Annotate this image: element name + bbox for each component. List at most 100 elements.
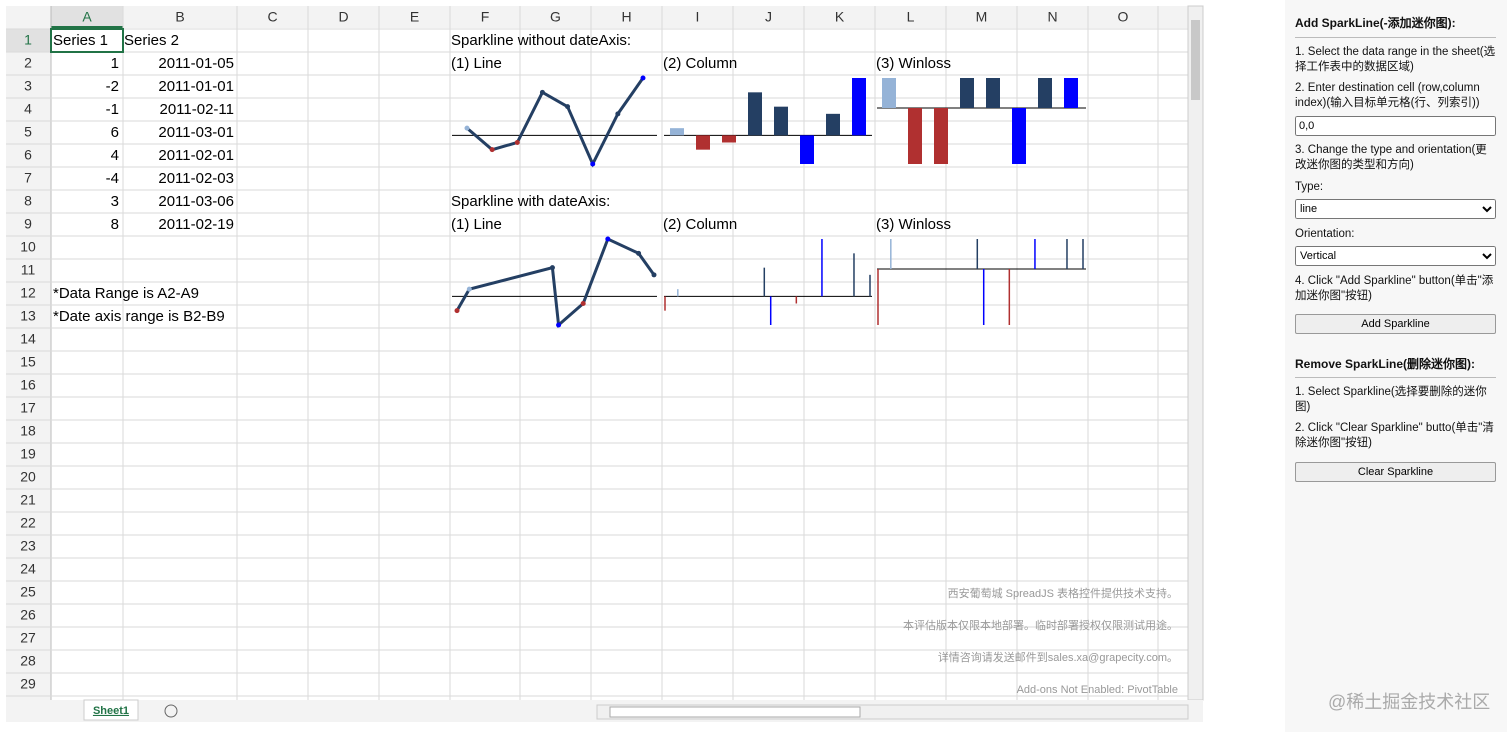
column-header: A	[82, 9, 92, 25]
column-header: F	[481, 9, 490, 25]
cell: 2011-02-19	[158, 216, 234, 233]
note: *Date axis range is B2-B9	[53, 308, 225, 325]
step: 1. Select Sparkline(选择要删除的迷你图)	[1295, 386, 1487, 413]
winloss-bar	[986, 78, 1000, 108]
step: 2. Click "Clear Sparkline" butto(单击"清除迷你…	[1295, 422, 1494, 449]
cell: 2011-01-05	[158, 55, 234, 72]
cell: Series 1	[53, 32, 108, 49]
sparkline-label: (2) Column	[663, 55, 737, 72]
cell: 2011-02-01	[158, 147, 234, 164]
scroll-thumb	[609, 706, 861, 718]
sparkline-column	[670, 128, 684, 136]
cell: -1	[106, 101, 119, 118]
winloss-bar	[1012, 108, 1026, 164]
sparkline-column	[774, 106, 788, 136]
cell: 6	[111, 124, 119, 141]
sparkline-column	[826, 113, 840, 136]
row-header: 17	[20, 400, 36, 416]
row-header-bar	[6, 28, 51, 700]
remove-title: Remove SparkLine(删除迷你图):	[1295, 357, 1476, 371]
sparkline-label: (1) Line	[451, 216, 502, 233]
winloss-bar	[890, 239, 892, 269]
type-select[interactable]: line	[1295, 199, 1496, 219]
row-header: 14	[20, 331, 36, 347]
row-header: 9	[24, 216, 32, 232]
column-header: O	[1118, 9, 1129, 25]
winloss-bar	[1082, 239, 1084, 269]
sparkline-label: (3) Winloss	[876, 55, 951, 72]
winloss-bar	[877, 269, 879, 325]
add-sheet-button[interactable]	[164, 704, 178, 718]
sparkline-label: (1) Line	[451, 55, 502, 72]
winloss-bar	[882, 78, 896, 108]
scroll-thumb	[1191, 20, 1200, 100]
divider	[1295, 377, 1496, 378]
row-header: 1	[24, 32, 32, 48]
row-header: 23	[20, 538, 36, 554]
column-header: J	[765, 9, 772, 25]
sparkline-label: (2) Column	[663, 216, 737, 233]
step: 2. Enter destination cell (row,column in…	[1295, 82, 1480, 109]
row-header: 3	[24, 78, 32, 94]
step: 1. Select the data range in the sheet(选择…	[1295, 46, 1496, 73]
row-header: 16	[20, 377, 36, 393]
column-header: K	[835, 9, 845, 25]
cell: -2	[106, 78, 119, 95]
cell-input[interactable]	[1295, 116, 1496, 136]
column-header: I	[696, 9, 700, 25]
row-header: 24	[20, 561, 36, 577]
winloss-bar	[908, 108, 922, 164]
sparkline-column	[821, 239, 823, 297]
column-header: L	[907, 9, 915, 25]
cell: Series 2	[124, 32, 179, 49]
sparkline-column	[795, 296, 798, 304]
sparkline-marker	[539, 89, 545, 95]
clear-button[interactable]: Clear Sparkline	[1295, 462, 1496, 482]
selected-cell	[50, 28, 124, 53]
cell: 4	[111, 147, 119, 164]
sparkline-column	[664, 296, 666, 311]
sparkline-column	[852, 78, 866, 136]
sparkline-column	[800, 135, 814, 164]
winloss-bar	[982, 269, 985, 325]
sparkline-marker	[514, 140, 520, 145]
sparkline-marker	[590, 161, 596, 167]
site-watermark: @稀土掘金技术社区	[1328, 692, 1491, 712]
cell: 3	[111, 193, 119, 210]
winloss-bar	[1064, 78, 1078, 108]
watermark: Add-ons Not Enabled: PivotTable	[1017, 684, 1178, 696]
group-title: Sparkline without dateAxis:	[451, 32, 631, 49]
row-header: 13	[20, 308, 36, 324]
sparkline-marker	[615, 111, 621, 117]
divider	[1295, 37, 1496, 38]
row-header: 22	[20, 515, 36, 531]
winloss-bar	[1038, 78, 1052, 108]
winloss-bar	[934, 108, 948, 164]
column-header: B	[175, 9, 184, 25]
cell: 2011-01-01	[158, 78, 234, 95]
row-header: 25	[20, 584, 36, 600]
sparkline-marker	[565, 104, 571, 110]
sparkline-marker	[580, 301, 586, 306]
row-header: 7	[24, 170, 32, 186]
sparkline-label: (3) Winloss	[876, 216, 951, 233]
orientation-select[interactable]: Vertical	[1295, 246, 1496, 266]
sparkline-column	[853, 253, 855, 297]
add-button[interactable]: Add Sparkline	[1295, 314, 1496, 334]
row-header: 26	[20, 607, 36, 623]
active-column-header	[51, 6, 123, 28]
row-header: 21	[20, 492, 36, 508]
row-header: 28	[20, 653, 36, 669]
winloss-bar	[1008, 269, 1011, 325]
add-title: Add SparkLine(-添加迷你图):	[1295, 16, 1456, 30]
cell: 2011-02-11	[159, 101, 234, 118]
row-header: 5	[24, 124, 32, 140]
sparkline-column	[748, 92, 762, 136]
row-header: 19	[20, 446, 36, 462]
sparkline-marker	[549, 265, 555, 271]
row-header: 2	[24, 55, 32, 71]
sheet-tab-label: Sheet1	[93, 705, 129, 717]
group-title: Sparkline with dateAxis:	[451, 193, 610, 210]
column-header: M	[976, 9, 988, 25]
step: 4. Click "Add Sparkline" button(单击"添加迷你图…	[1295, 275, 1494, 302]
